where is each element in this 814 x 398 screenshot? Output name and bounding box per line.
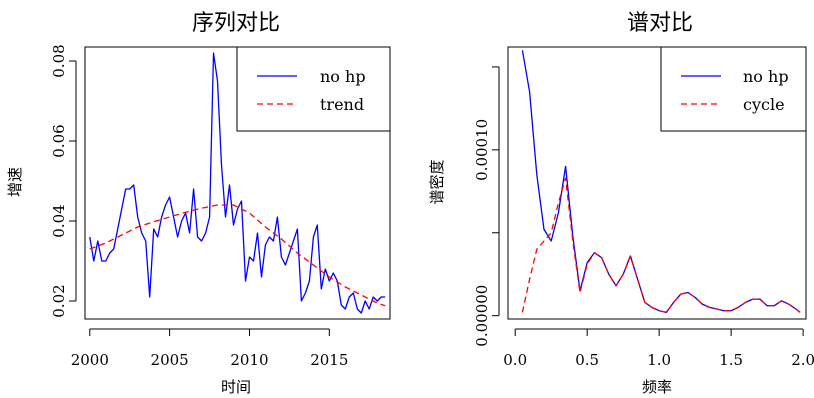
left-series-line-0 xyxy=(89,52,386,314)
left-x-tick-label: 2015 xyxy=(310,351,348,369)
left-chart-title: 序列对比 xyxy=(192,11,280,36)
right-legend-label-1: cycle xyxy=(743,95,785,114)
left-y-tick-label: 0.08 xyxy=(50,44,68,77)
left-chart-panel: 序列对比 2000 2005 2010 2015 0.02 0.04 0.06 0.08 时… xyxy=(6,11,391,396)
right-y-tick-label: 0.00010 xyxy=(473,119,491,181)
left-legend-box xyxy=(236,46,391,132)
right-plot-lines xyxy=(521,50,801,314)
right-x-tick-label: 0.5 xyxy=(575,351,599,369)
right-plot-frame xyxy=(507,46,807,320)
right-series-line-1 xyxy=(521,177,801,314)
left-legend-label-0: no hp xyxy=(320,67,366,86)
left-y-tick-label: 0.04 xyxy=(50,204,68,237)
left-legend: no hp trend xyxy=(236,46,391,132)
left-x-tick-label: 2005 xyxy=(151,351,189,369)
right-x-ticks: 0.0 0.5 1.0 1.5 2.0 xyxy=(503,328,814,369)
right-y-tick-label: 0.00000 xyxy=(473,285,491,347)
right-x-tick-label: 2.0 xyxy=(791,351,814,369)
left-x-tick-label: 2000 xyxy=(71,351,109,369)
right-x-axis-label: 频率 xyxy=(642,378,672,396)
right-chart-title: 谱对比 xyxy=(627,11,693,36)
left-legend-label-1: trend xyxy=(320,95,364,114)
left-y-axis-label: 增速 xyxy=(6,167,24,197)
right-x-tick-label: 1.0 xyxy=(647,351,671,369)
left-series-line-1 xyxy=(89,204,386,307)
right-legend-label-0: no hp xyxy=(743,67,789,86)
left-y-tick-label: 0.02 xyxy=(50,284,68,317)
right-legend-box xyxy=(660,46,807,132)
right-legend: no hp cycle xyxy=(660,46,807,132)
left-plot-lines xyxy=(89,52,386,314)
right-x-tick-label: 0.0 xyxy=(503,351,527,369)
right-y-axis-label: 谱密度 xyxy=(428,159,446,204)
left-x-axis-label: 时间 xyxy=(221,378,251,396)
left-x-tick-label: 2010 xyxy=(230,351,268,369)
right-chart-panel: 谱对比 0.0 0.5 1.0 1.5 2.0 0.00000 0.00010 频率 谱密… xyxy=(428,11,814,396)
left-y-tick-label: 0.06 xyxy=(50,124,68,157)
left-y-ticks: 0.02 0.04 0.06 0.08 xyxy=(50,44,77,318)
right-y-ticks: 0.00000 0.00010 xyxy=(473,66,500,347)
left-x-ticks: 2000 2005 2010 2015 xyxy=(71,328,348,369)
right-x-tick-label: 1.5 xyxy=(719,351,743,369)
